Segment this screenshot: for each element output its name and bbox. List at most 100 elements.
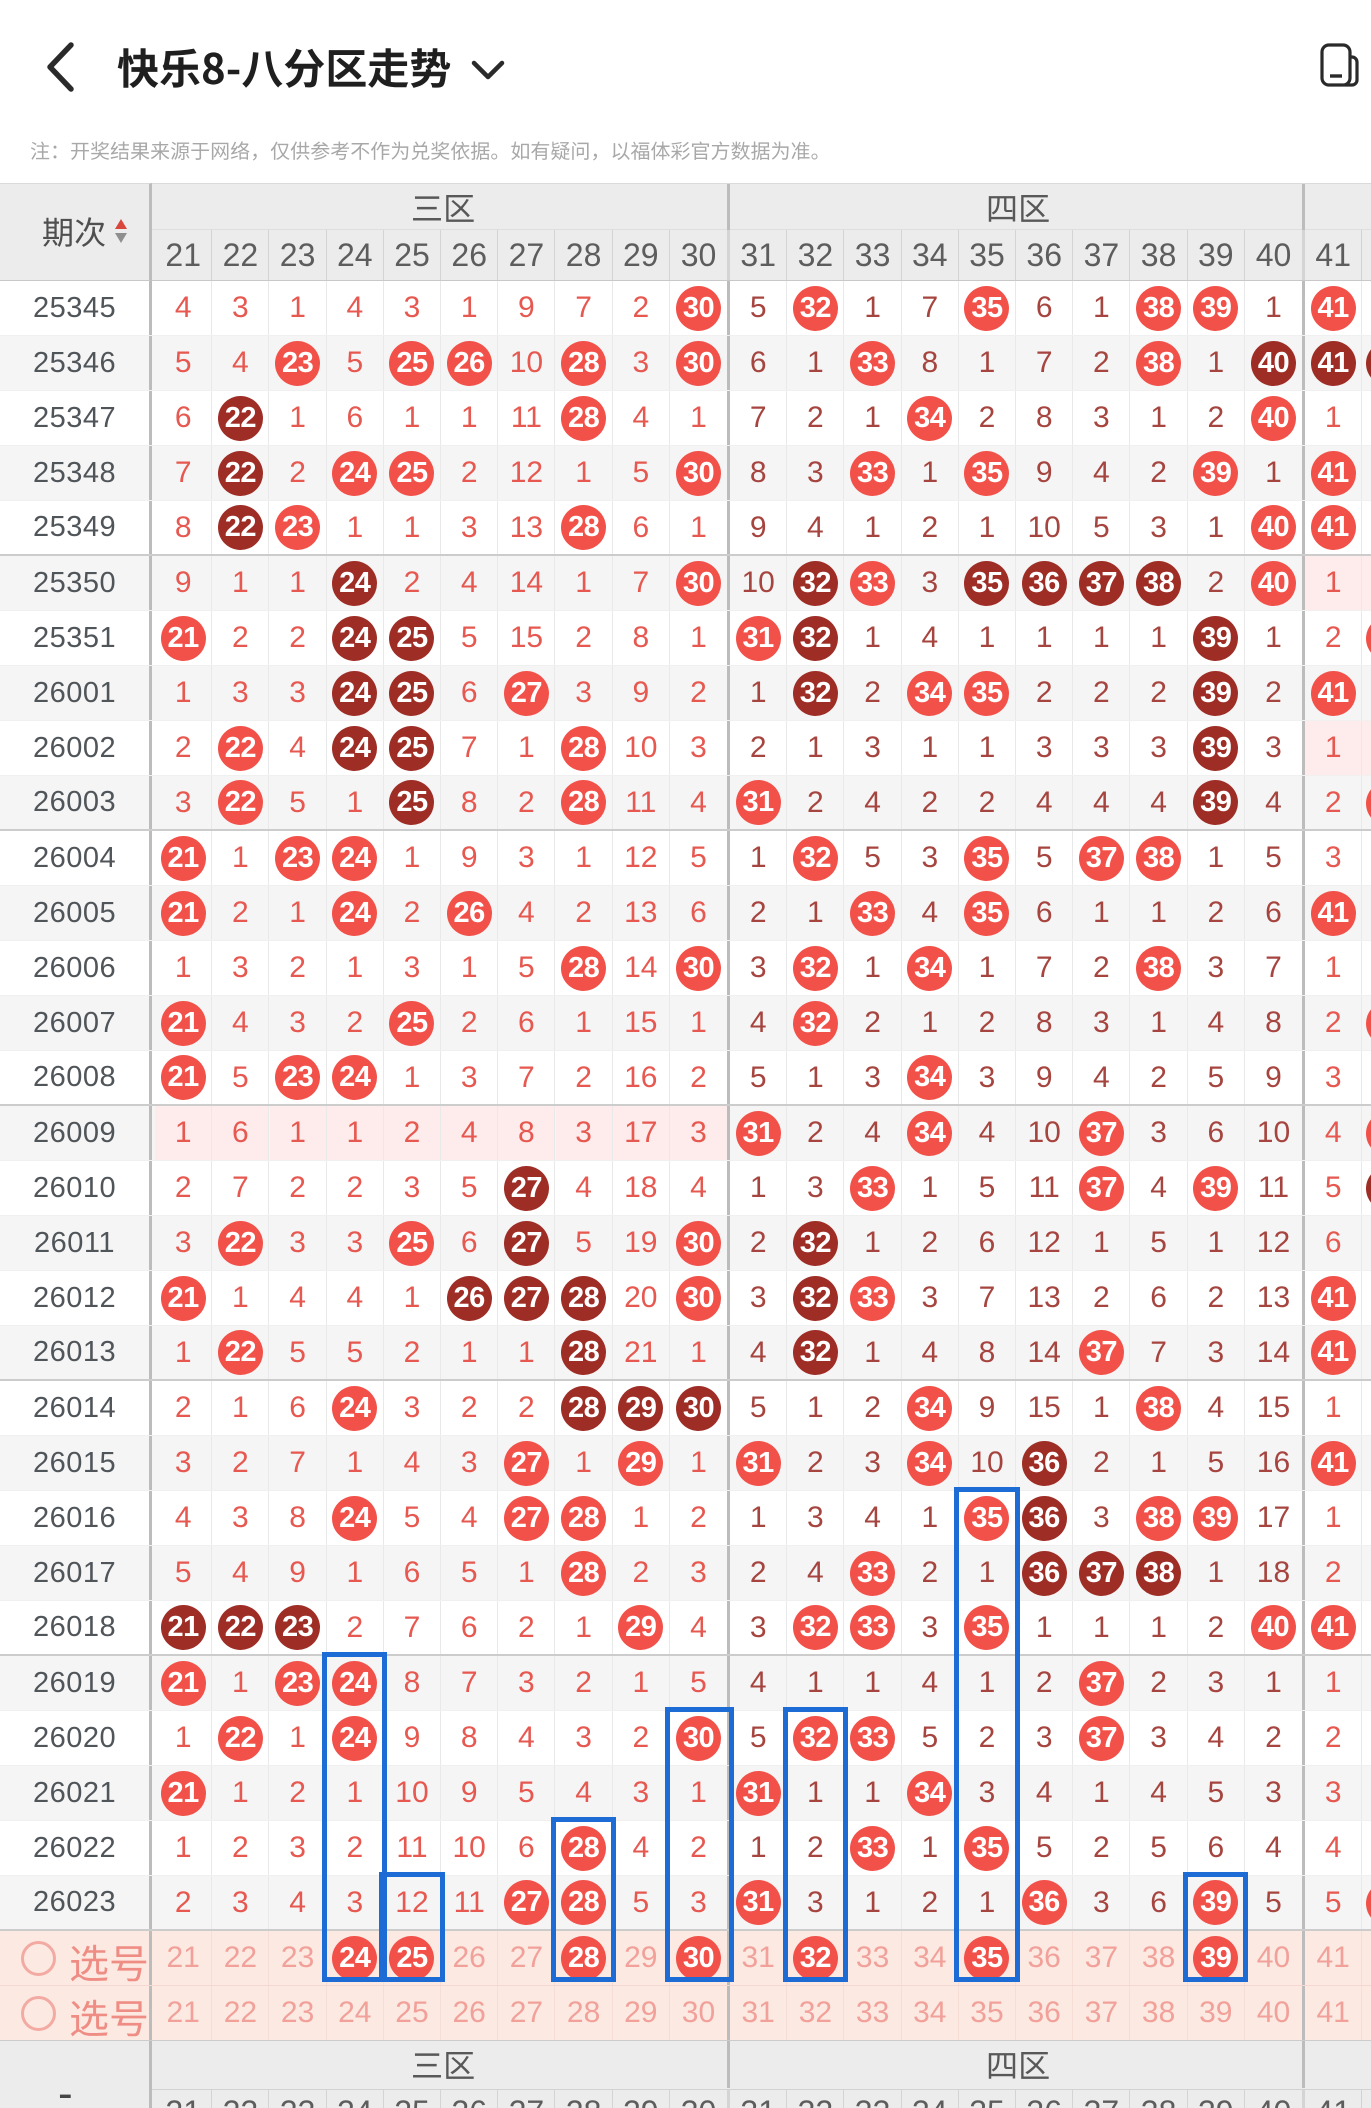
pick-cell[interactable]: 35 [959,1986,1017,2040]
drawn-ball: 32 [792,1000,838,1046]
pick-cell[interactable]: 22 [212,1931,270,1985]
drawn-ball: 28 [561,505,607,550]
pick-cell[interactable]: 29 [613,1986,670,2040]
period-cell: 26007 [0,996,153,1050]
miss-count: 1 [346,1776,364,1809]
trend-row: 25348 7 22 2 24 25 2 12 1 5 30 8 3 33 1 35 9 4 2 39 1 41 [0,446,1371,501]
pick-cell[interactable]: 27 [498,1986,556,2040]
pick-cell[interactable]: 38 [1131,1931,1188,1985]
pick-cell[interactable]: 28 [556,1931,613,1985]
trend-cell: 1 [1073,1766,1131,1820]
miss-count: 4 [575,1776,592,1809]
footer-column-36: 36 [1016,2090,1074,2108]
pick-cell[interactable]: 33 [845,1931,902,1985]
pick-cell[interactable]: 37 [1073,1931,1131,1985]
miss-count: 7 [460,1666,478,1699]
trend-cell: 21 [155,1766,213,1820]
pick-cell[interactable]: 24 [327,1986,384,2040]
pick-radio[interactable] [21,1996,56,2031]
miss-count: 15 [509,621,544,654]
trend-cell: 1 [613,1491,670,1545]
back-button[interactable] [40,38,88,98]
drawn-ball: 29 [618,1605,664,1650]
miss-count: 1 [174,951,192,984]
page-title[interactable] [117,42,453,98]
pick-cell[interactable]: 29 [613,1931,670,1985]
trend-cell: 1 [959,1546,1017,1600]
trend-cell: 5 [730,1051,788,1104]
trend-cell: 32 [787,1326,845,1379]
footer-column-label: 22 [223,2094,259,2108]
pick-cell[interactable]: 32 [787,1931,845,1985]
trend-cell: 4 [1016,1766,1074,1820]
pick-cell[interactable]: 40 [1245,1986,1306,2040]
miss-count: 6 [403,1556,421,1589]
trend-cell: 2 [327,1601,384,1654]
trend-cell: 6 [384,1546,442,1600]
pick-cell[interactable]: 25 [384,1931,442,1985]
drawn-ball-repeat: 37 [1078,560,1124,606]
pick-cell[interactable]: 39 [1188,1986,1245,2040]
pick-cell[interactable]: 26 [441,1986,499,2040]
pick-cell[interactable]: 40 [1245,1931,1306,1985]
pick-cell[interactable]: 23 [270,1986,327,2040]
trend-cell: 41 [1305,281,1363,335]
pick-cell[interactable]: 36 [1016,1931,1074,1985]
trend-cell: 1 [1073,611,1131,665]
screen-switch-button[interactable] [1316,40,1368,92]
trend-cell: 8 [441,776,499,829]
title-dropdown-button[interactable] [466,52,510,92]
pick-cell[interactable]: 36 [1016,1986,1074,2040]
pick-cell[interactable]: 26 [441,1931,499,1985]
miss-count: 2 [690,676,707,709]
miss-count: 2 [289,1776,306,1809]
pick-cell[interactable]: 25 [384,1986,442,2040]
miss-count: 3 [1265,1776,1282,1809]
trend-cell: 6 [670,886,731,940]
miss-count: 1 [174,1335,192,1369]
miss-count: 2 [346,1831,364,1864]
trend-cell: 2 [845,1381,902,1435]
pick-cell[interactable]: 39 [1188,1931,1245,1985]
miss-count: 1 [864,1666,881,1699]
pick-cell[interactable]: 30 [670,1986,731,2040]
miss-count: 7 [1150,1335,1167,1369]
pick-cell[interactable]: 32 [787,1986,845,2040]
trend-cell: 2 [1305,996,1363,1050]
period-sort-control[interactable] [115,219,128,247]
pick-cell[interactable]: 21 [155,1931,213,1985]
period-header-cell[interactable] [0,183,153,281]
period-label: 26023 [32,1886,117,1918]
trend-cell: 4 [1073,776,1131,829]
pick-cell[interactable]: 34 [902,1986,959,2040]
miss-count: 1 [921,456,939,489]
trend-row: 26009 1 6 1 1 2 4 8 3 17 3 31 2 4 34 4 10 37 3 6 10 4 [0,1106,1371,1161]
pick-cell[interactable]: 30 [670,1931,731,1985]
trend-cell: 6 [1245,886,1306,940]
pick-radio[interactable] [21,1941,56,1976]
pick-cell[interactable]: 34 [902,1931,959,1985]
miss-count: 4 [864,785,881,819]
miss-count: 3 [460,1060,478,1094]
miss-count: 2 [346,1006,364,1039]
pick-cell[interactable]: 33 [845,1986,902,2040]
trend-cell: 2 [155,721,213,775]
miss-count: 4 [864,1501,881,1534]
pick-cell[interactable]: 31 [730,1986,788,2040]
pick-cell[interactable]: 28 [556,1986,613,2040]
miss-count: 2 [174,1885,192,1919]
pick-cell[interactable]: 37 [1073,1986,1131,2040]
pick-cell[interactable]: 38 [1131,1986,1188,2040]
pick-cell[interactable]: 22 [212,1986,270,2040]
pick-cell[interactable]: 41 [1305,1986,1363,2040]
pick-cell[interactable]: 24 [327,1931,384,1985]
trend-cell: 37 [1073,1326,1131,1379]
pick-cell[interactable]: 35 [959,1931,1017,1985]
pick-cell[interactable]: 23 [270,1931,327,1985]
pick-cell[interactable]: 41 [1305,1931,1363,1985]
pick-cell[interactable]: 21 [155,1986,213,2040]
pick-cell[interactable]: 27 [498,1931,556,1985]
period-cell: 25351 [0,611,153,665]
pick-cell[interactable]: 31 [730,1931,788,1985]
trend-cell: 5 [212,1051,270,1104]
